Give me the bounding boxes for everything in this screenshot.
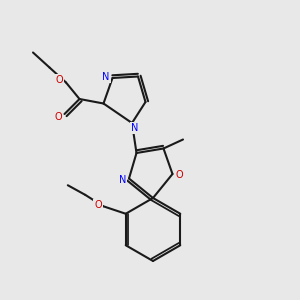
Text: N: N <box>102 71 110 82</box>
Text: O: O <box>175 170 183 181</box>
Text: O: O <box>55 112 62 122</box>
Text: O: O <box>94 200 102 210</box>
Text: O: O <box>56 75 63 85</box>
Text: N: N <box>119 175 126 185</box>
Text: N: N <box>131 123 138 134</box>
